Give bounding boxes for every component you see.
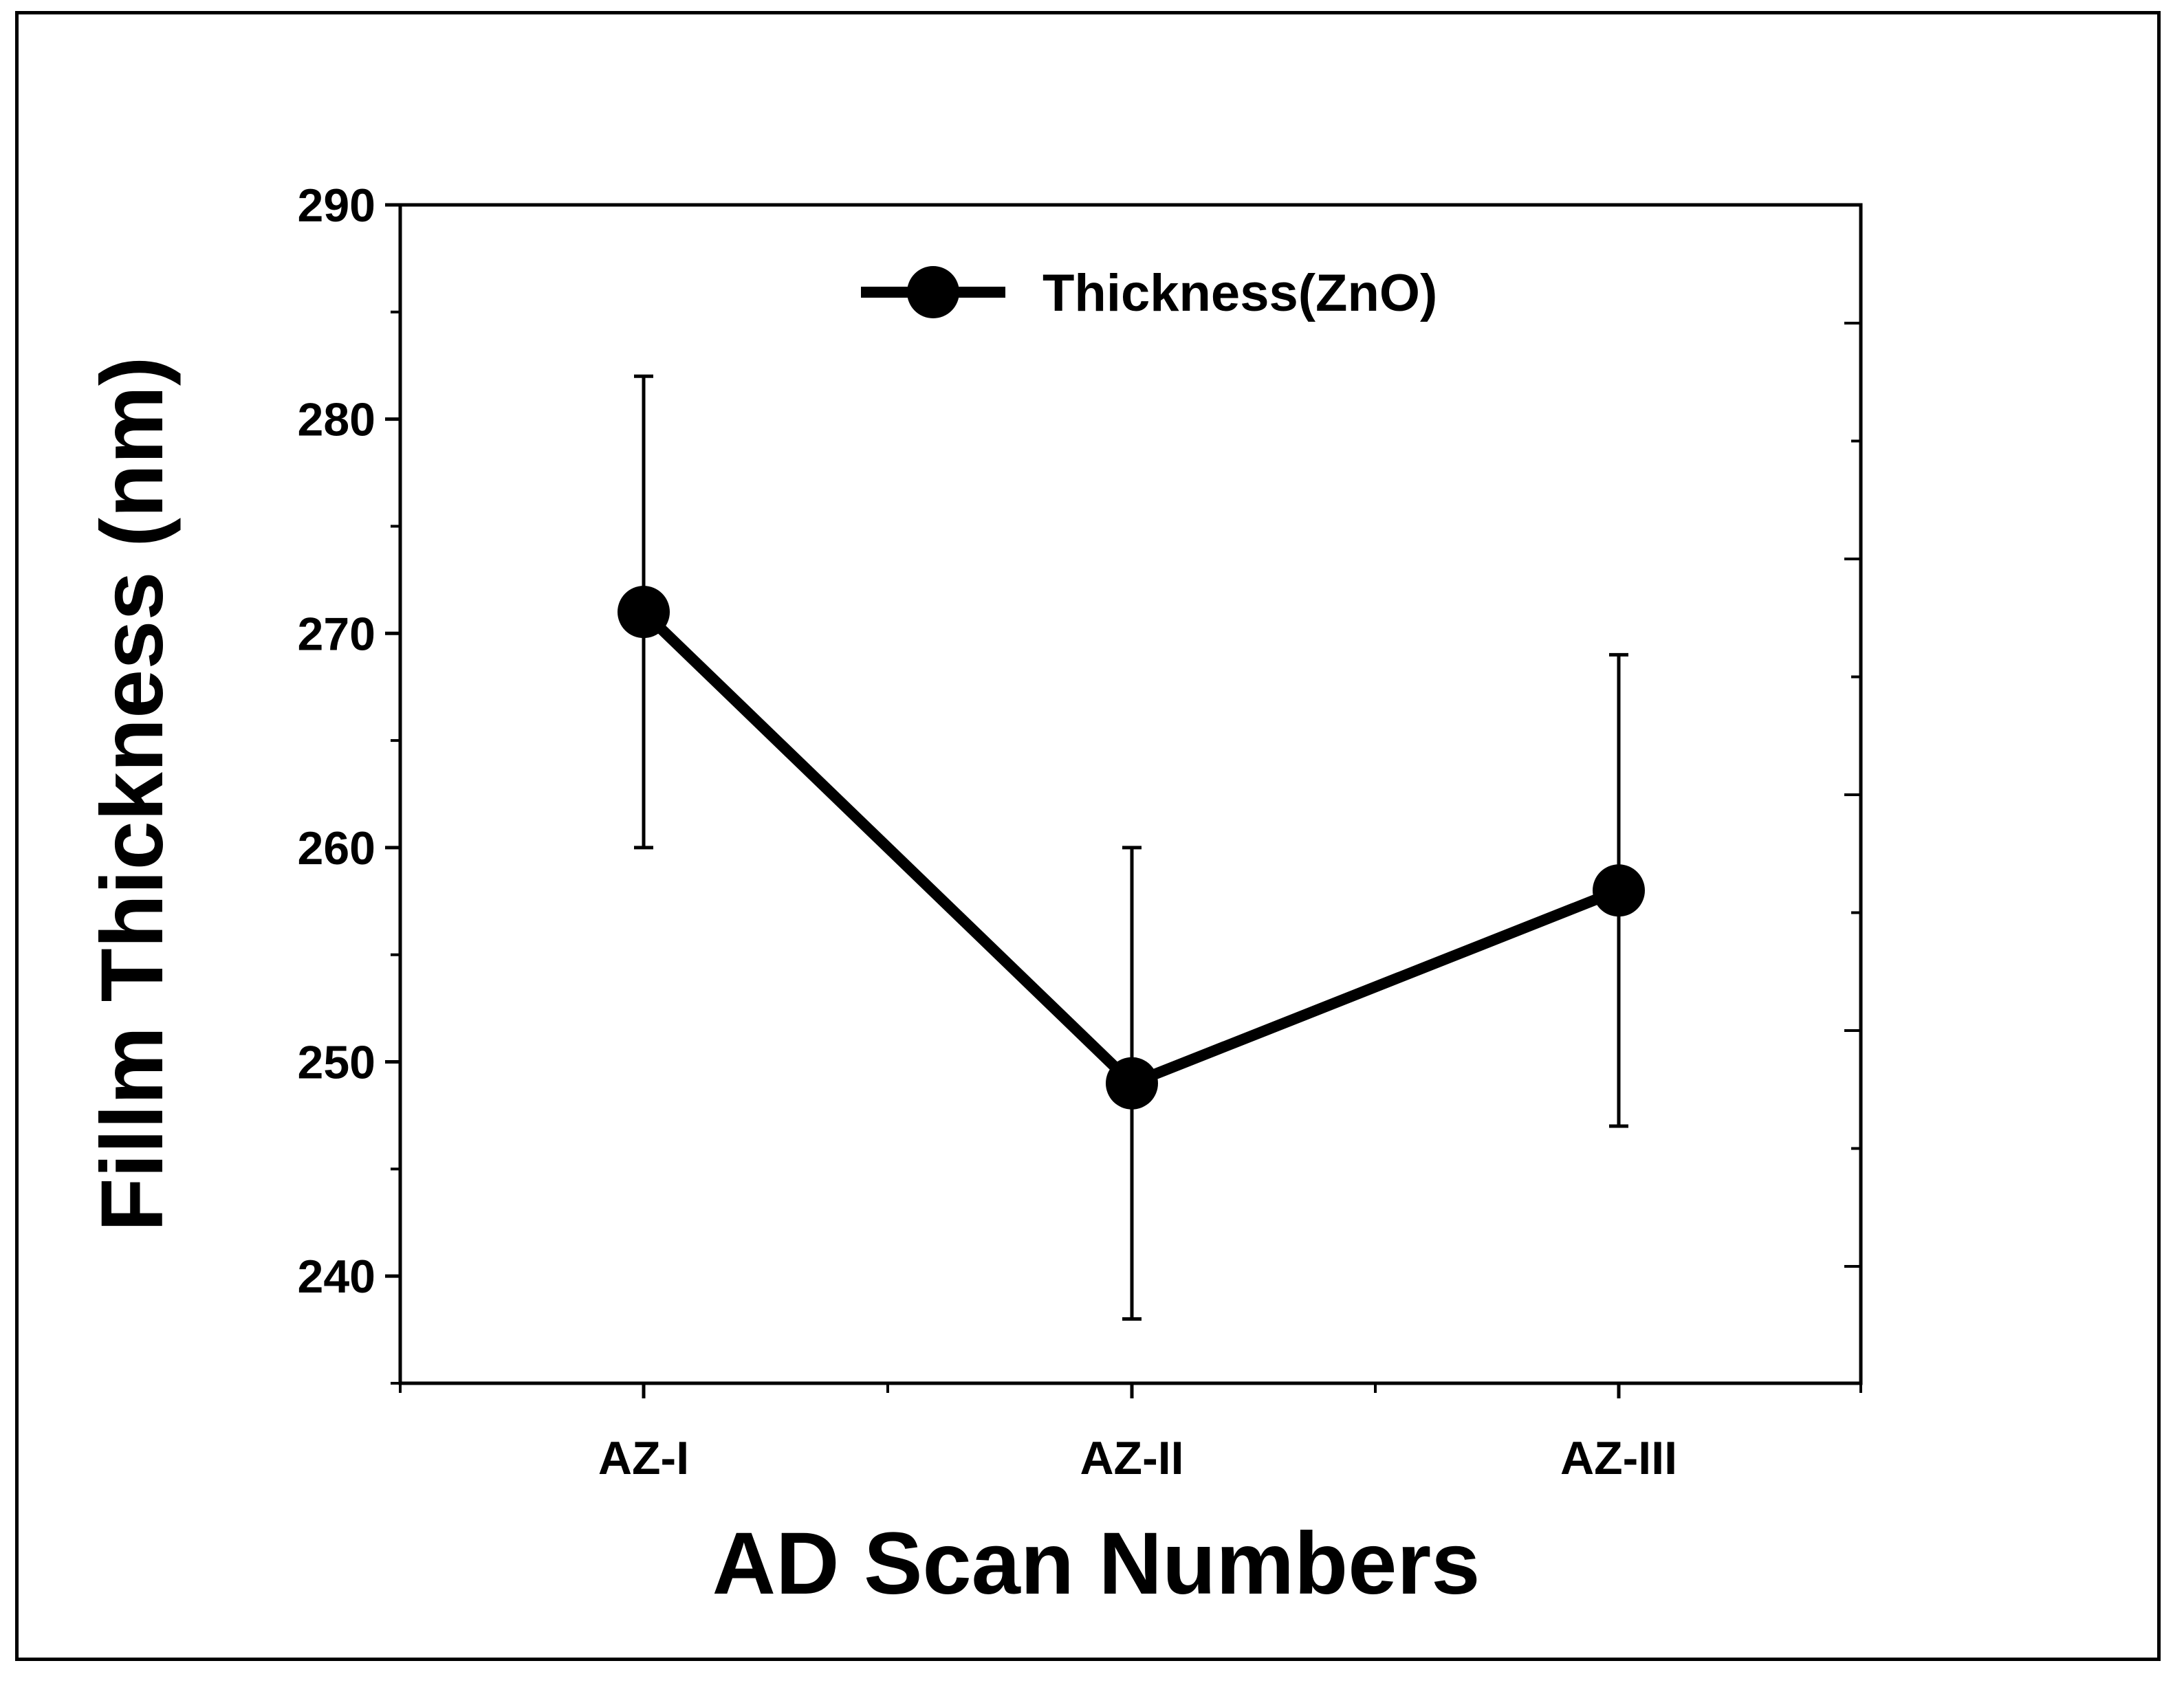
y-tick-label: 240 — [298, 1251, 375, 1303]
y-tick-label: 250 — [298, 1037, 375, 1089]
legend-label: Thickness(ZnO) — [1042, 264, 1437, 322]
y-axis-title: Fillm Thickness (nm) — [83, 356, 182, 1231]
x-axis: AZ-I AZ-II AZ-III — [399, 1383, 1862, 1484]
legend-marker — [907, 266, 959, 318]
y-tick-label: 270 — [298, 608, 375, 660]
y-tick-label: 290 — [298, 179, 375, 232]
y-tick-label: 280 — [298, 394, 375, 446]
data-point — [1593, 864, 1645, 917]
legend: Thickness(ZnO) — [861, 264, 1437, 322]
x-tick-label: AZ-II — [1080, 1432, 1183, 1484]
series-layer — [618, 374, 1645, 1321]
data-point — [1106, 1057, 1158, 1110]
y-tick-label: 260 — [298, 822, 375, 874]
data-point — [618, 586, 670, 639]
figure-frame — [15, 11, 2161, 1661]
x-tick-label: AZ-III — [1560, 1432, 1677, 1484]
right-axis-ticks — [1844, 322, 1861, 1268]
y-axis: 240 250 260 270 280 290 — [298, 179, 400, 1385]
x-tick-label: AZ-I — [598, 1432, 689, 1484]
x-axis-title: AD Scan Numbers — [712, 1515, 1481, 1613]
